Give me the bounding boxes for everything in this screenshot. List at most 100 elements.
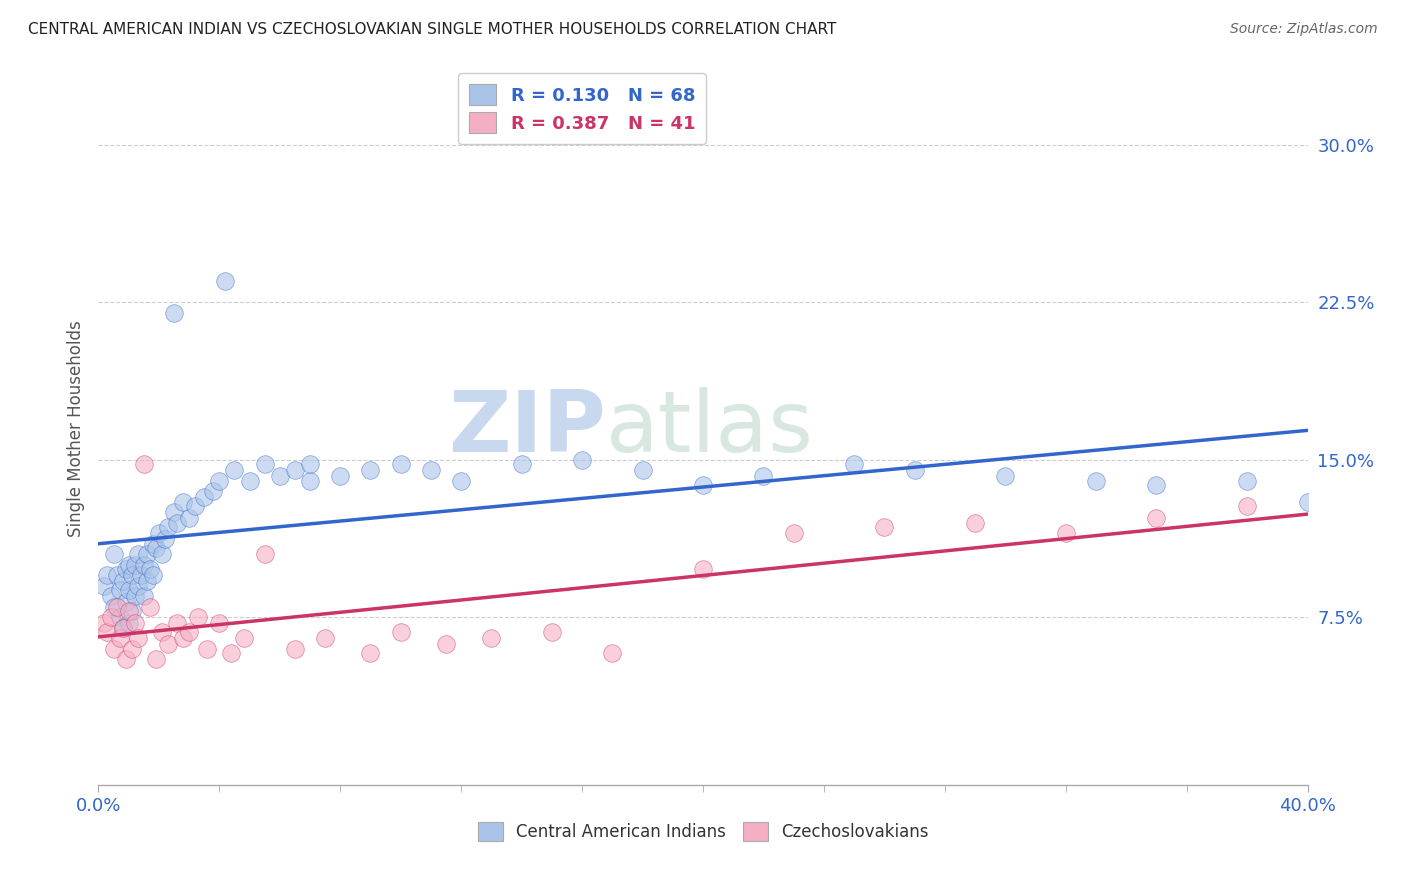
Point xyxy=(118,604,141,618)
Point xyxy=(224,463,246,477)
Point xyxy=(1085,474,1108,488)
Point xyxy=(139,599,162,614)
Point xyxy=(284,641,307,656)
Text: ZIP: ZIP xyxy=(449,386,606,470)
Point xyxy=(111,621,134,635)
Point xyxy=(208,616,231,631)
Point xyxy=(118,582,141,597)
Point xyxy=(783,526,806,541)
Point xyxy=(96,568,118,582)
Point xyxy=(253,457,276,471)
Point xyxy=(540,624,562,639)
Point xyxy=(166,516,188,530)
Point xyxy=(163,505,186,519)
Point xyxy=(184,499,207,513)
Point xyxy=(844,457,866,471)
Point xyxy=(153,533,176,547)
Point xyxy=(284,463,307,477)
Point xyxy=(692,478,714,492)
Point xyxy=(114,562,136,576)
Point xyxy=(111,621,134,635)
Point xyxy=(420,463,443,477)
Point xyxy=(360,463,382,477)
Point xyxy=(510,457,533,471)
Point xyxy=(121,568,143,582)
Text: Source: ZipAtlas.com: Source: ZipAtlas.com xyxy=(1230,22,1378,37)
Point xyxy=(239,474,262,488)
Point xyxy=(142,568,165,582)
Point xyxy=(127,631,149,645)
Legend: R = 0.130   N = 68, R = 0.387   N = 41: R = 0.130 N = 68, R = 0.387 N = 41 xyxy=(458,73,706,144)
Point xyxy=(124,558,146,572)
Point xyxy=(118,616,141,631)
Point xyxy=(105,599,128,614)
Point xyxy=(108,582,131,597)
Point xyxy=(571,452,593,467)
Point xyxy=(631,463,654,477)
Y-axis label: Single Mother Households: Single Mother Households xyxy=(66,320,84,536)
Point xyxy=(1144,511,1167,525)
Point xyxy=(873,520,896,534)
Point xyxy=(602,646,624,660)
Point xyxy=(269,469,291,483)
Point xyxy=(481,631,503,645)
Point xyxy=(100,610,122,624)
Point xyxy=(103,641,125,656)
Text: CENTRAL AMERICAN INDIAN VS CZECHOSLOVAKIAN SINGLE MOTHER HOUSEHOLDS CORRELATION : CENTRAL AMERICAN INDIAN VS CZECHOSLOVAKI… xyxy=(28,22,837,37)
Point xyxy=(202,484,225,499)
Point xyxy=(179,511,201,525)
Point xyxy=(103,599,125,614)
Point xyxy=(329,469,352,483)
Point xyxy=(434,637,457,651)
Point xyxy=(156,520,179,534)
Point xyxy=(135,547,157,561)
Point xyxy=(692,562,714,576)
Point xyxy=(214,274,236,288)
Point xyxy=(93,616,115,631)
Point xyxy=(124,589,146,603)
Point xyxy=(389,457,412,471)
Point xyxy=(93,578,115,592)
Point xyxy=(253,547,276,561)
Point xyxy=(965,516,987,530)
Point xyxy=(121,604,143,618)
Text: atlas: atlas xyxy=(606,386,814,470)
Point xyxy=(314,631,336,645)
Point xyxy=(904,463,927,477)
Point xyxy=(132,589,155,603)
Point xyxy=(221,646,243,660)
Point xyxy=(1054,526,1077,541)
Point xyxy=(103,547,125,561)
Point xyxy=(127,578,149,592)
Point xyxy=(172,631,194,645)
Point xyxy=(148,526,170,541)
Point xyxy=(114,595,136,609)
Point xyxy=(96,624,118,639)
Point xyxy=(360,646,382,660)
Point xyxy=(172,494,194,508)
Point xyxy=(127,547,149,561)
Point xyxy=(105,568,128,582)
Point xyxy=(114,652,136,666)
Point xyxy=(208,474,231,488)
Point xyxy=(100,589,122,603)
Point xyxy=(150,547,173,561)
Point xyxy=(142,536,165,550)
Point xyxy=(163,306,186,320)
Point xyxy=(299,457,322,471)
Point xyxy=(111,574,134,589)
Point xyxy=(145,652,167,666)
Point xyxy=(124,616,146,631)
Point xyxy=(195,641,218,656)
Point xyxy=(108,610,131,624)
Point xyxy=(179,624,201,639)
Point xyxy=(193,491,215,505)
Point xyxy=(139,562,162,576)
Point xyxy=(1296,494,1319,508)
Point xyxy=(156,637,179,651)
Point xyxy=(135,574,157,589)
Point xyxy=(145,541,167,555)
Point xyxy=(389,624,412,639)
Point xyxy=(187,610,209,624)
Point xyxy=(1236,474,1258,488)
